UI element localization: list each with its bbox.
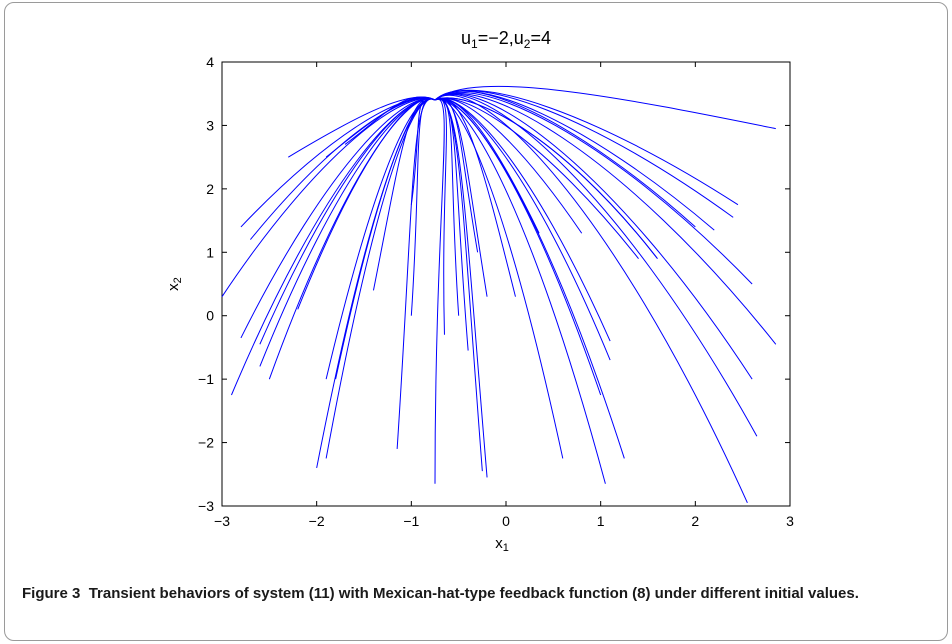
y-tick-label: 3 [206, 117, 214, 133]
trajectory-line [434, 97, 479, 253]
trajectory-line [221, 98, 436, 297]
x-tick-label: −1 [403, 513, 419, 529]
caption-label: Figure 3 [22, 585, 81, 602]
plot-area [221, 61, 791, 507]
y-tick-label: 4 [206, 54, 214, 70]
x-tick-label: 1 [597, 513, 605, 529]
x-axis-ticks: −3 −2 −1 0 1 2 3 [214, 62, 794, 529]
trajectory-line [434, 90, 715, 231]
y-tick-label: −3 [198, 498, 214, 514]
chart-svg: −3 −2 −1 0 1 2 3 −3 −2 −1 0 1 2 3 4 u1=−2,u2=4 x1 x2 [165, 28, 794, 554]
y-axis-label: x2 [165, 277, 184, 291]
chart-title: u1=−2,u2=4 [461, 28, 551, 51]
trajectory-line [434, 98, 611, 342]
y-tick-label: −2 [198, 435, 214, 451]
x-axis-label: x1 [495, 535, 509, 554]
trajectory-line [434, 92, 753, 285]
x-tick-label: 2 [691, 513, 699, 529]
caption-text: Transient behaviors of system (11) with … [88, 585, 859, 602]
trajectory-line [297, 98, 436, 310]
x-tick-label: −2 [309, 513, 325, 529]
trajectory-line [396, 98, 436, 449]
trajectory-line [410, 98, 436, 316]
trajectory-line [434, 94, 758, 437]
trajectory-line [434, 98, 564, 459]
figure-caption: Figure 3 Transient behaviors of system (… [22, 583, 922, 604]
y-tick-label: −1 [198, 371, 214, 387]
y-tick-label: 0 [206, 308, 214, 324]
x-tick-label: −3 [214, 513, 230, 529]
y-tick-label: 2 [206, 181, 214, 197]
trajectory-line [434, 94, 748, 504]
trajectory-line [434, 93, 753, 380]
x-tick-label: 0 [502, 513, 510, 529]
x-tick-label: 3 [786, 513, 794, 529]
y-axis-ticks: −3 −2 −1 0 1 2 3 4 [198, 54, 790, 514]
trajectory-line [434, 85, 776, 130]
trajectory-line [344, 96, 436, 145]
y-tick-label: 1 [206, 244, 214, 260]
trajectory-line [434, 97, 583, 234]
trajectory-line [434, 98, 445, 484]
trajectory-curves [221, 85, 777, 504]
